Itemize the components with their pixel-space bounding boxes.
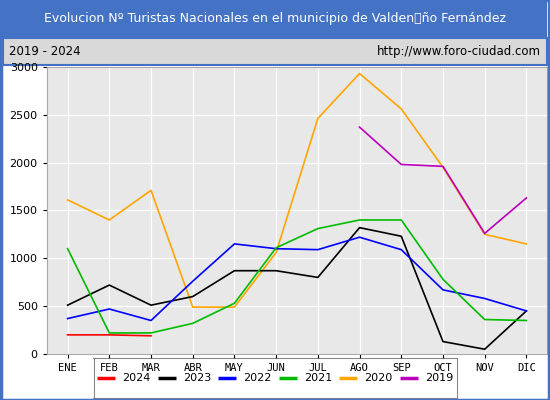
2023 xyxy=(273,268,279,273)
2020 xyxy=(481,232,488,237)
2022 xyxy=(273,246,279,251)
Text: 2024: 2024 xyxy=(123,373,151,383)
Line: 2024: 2024 xyxy=(68,335,151,336)
Text: http://www.foro-ciudad.com: http://www.foro-ciudad.com xyxy=(377,45,541,58)
2021 xyxy=(189,321,196,326)
2022 xyxy=(398,247,405,252)
2021 xyxy=(356,218,363,222)
2019 xyxy=(481,231,488,236)
2022 xyxy=(481,296,488,301)
2020 xyxy=(148,188,155,193)
2022 xyxy=(439,288,446,292)
2020 xyxy=(398,106,405,111)
Text: 2020: 2020 xyxy=(365,373,393,383)
2020 xyxy=(356,71,363,76)
2023 xyxy=(231,268,238,273)
2022 xyxy=(356,235,363,240)
2022 xyxy=(315,247,321,252)
2021 xyxy=(106,330,113,335)
2020 xyxy=(273,250,279,255)
2022 xyxy=(523,308,530,313)
Text: 2019: 2019 xyxy=(425,373,453,383)
2019 xyxy=(523,196,530,200)
2020 xyxy=(439,165,446,170)
2024 xyxy=(106,332,113,337)
2023 xyxy=(398,234,405,239)
2021 xyxy=(439,277,446,282)
Text: Evolucion Nº Turistas Nacionales en el municipio de Valdenुño Fernández: Evolucion Nº Turistas Nacionales en el m… xyxy=(44,12,506,25)
2020 xyxy=(523,242,530,246)
2021 xyxy=(481,317,488,322)
2023 xyxy=(315,275,321,280)
Text: 2023: 2023 xyxy=(183,373,211,383)
2020 xyxy=(106,218,113,222)
2024 xyxy=(148,334,155,338)
2022 xyxy=(148,318,155,323)
2021 xyxy=(231,301,238,306)
2020 xyxy=(189,305,196,310)
Line: 2020: 2020 xyxy=(68,74,526,307)
2023 xyxy=(439,339,446,344)
2024 xyxy=(64,332,71,337)
2023 xyxy=(481,347,488,352)
2023 xyxy=(106,283,113,288)
2021 xyxy=(273,245,279,250)
2021 xyxy=(64,246,71,251)
2022 xyxy=(64,316,71,321)
2023 xyxy=(523,308,530,313)
2022 xyxy=(189,279,196,284)
2019 xyxy=(356,125,363,130)
2023 xyxy=(148,303,155,308)
2023 xyxy=(189,294,196,299)
2023 xyxy=(356,225,363,230)
2021 xyxy=(315,226,321,231)
2022 xyxy=(106,307,113,312)
Text: 2022: 2022 xyxy=(244,373,272,383)
2021 xyxy=(523,318,530,323)
2023 xyxy=(64,303,71,308)
Line: 2021: 2021 xyxy=(68,220,526,333)
Text: 2021: 2021 xyxy=(304,373,332,383)
2020 xyxy=(231,305,238,310)
2021 xyxy=(398,218,405,222)
2020 xyxy=(64,198,71,202)
2020 xyxy=(315,116,321,121)
2019 xyxy=(439,164,446,169)
2019 xyxy=(398,162,405,167)
Text: 2019 - 2024: 2019 - 2024 xyxy=(9,45,81,58)
Line: 2019: 2019 xyxy=(360,127,526,233)
Line: 2023: 2023 xyxy=(68,228,526,349)
2022 xyxy=(231,242,238,246)
Line: 2022: 2022 xyxy=(68,237,526,320)
2021 xyxy=(148,330,155,335)
